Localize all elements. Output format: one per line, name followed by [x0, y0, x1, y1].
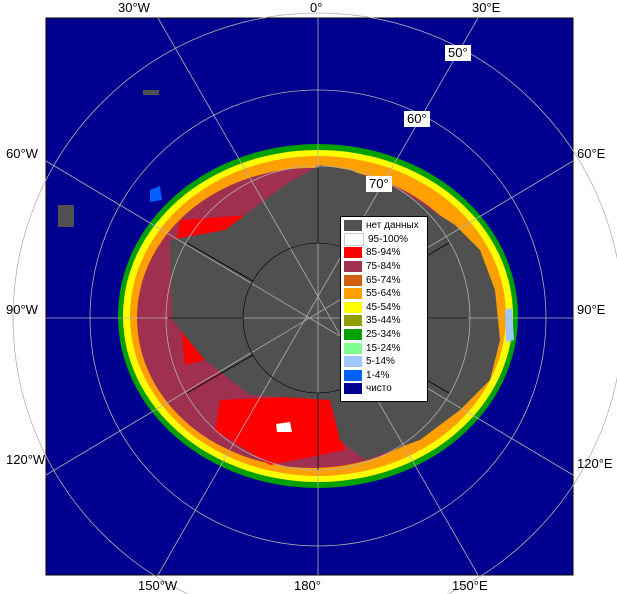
legend-swatch	[344, 369, 362, 381]
lon-label-30e: 30°E	[472, 0, 501, 15]
lon-label-120e: 120°E	[577, 456, 613, 471]
lon-label-150w: 150°W	[138, 578, 178, 593]
legend-item: нет данных	[344, 219, 424, 233]
legend-swatch	[344, 220, 362, 232]
legend-item: чисто	[344, 382, 424, 396]
legend-item: 25-34%	[344, 328, 424, 342]
legend-swatch	[344, 301, 362, 313]
legend-item: 55-64%	[344, 287, 424, 301]
legend: нет данных 95-100% 85-94% 75-84% 65-74% 55-64…	[340, 216, 428, 402]
legend-item: 1-4%	[344, 369, 424, 383]
legend-label: нет данных	[366, 220, 419, 232]
lat-label-70: 70°	[366, 176, 392, 192]
legend-label: 75-84%	[366, 261, 401, 273]
legend-swatch	[344, 232, 364, 246]
lat-label-50: 50°	[445, 45, 471, 61]
legend-swatch	[344, 329, 362, 341]
legend-item: 15-24%	[344, 341, 424, 355]
legend-label: 35-44%	[366, 315, 401, 327]
lon-label-0: 0°	[310, 0, 323, 15]
lon-label-30w: 30°W	[118, 0, 150, 15]
legend-swatch	[344, 342, 362, 354]
legend-swatch	[344, 247, 362, 259]
legend-item: 85-94%	[344, 246, 424, 260]
legend-swatch	[344, 274, 362, 286]
legend-item: 75-84%	[344, 260, 424, 274]
legend-label: 85-94%	[366, 247, 401, 259]
legend-label: 25-34%	[366, 329, 401, 341]
lon-label-60e: 60°E	[577, 146, 606, 161]
legend-item: 35-44%	[344, 314, 424, 328]
lon-label-60w: 60°W	[6, 146, 38, 161]
legend-swatch	[344, 356, 362, 368]
legend-item: 95-100%	[344, 232, 424, 247]
legend-label: 55-64%	[366, 288, 401, 300]
legend-item: 5-14%	[344, 355, 424, 369]
island-fragment	[58, 205, 74, 227]
legend-label: 95-100%	[368, 233, 409, 245]
legend-swatch	[344, 383, 362, 395]
legend-label: 45-54%	[366, 301, 401, 313]
legend-item: 45-54%	[344, 301, 424, 315]
legend-swatch	[344, 315, 362, 327]
legend-label: 65-74%	[366, 274, 401, 286]
lon-label-120w: 120°W	[6, 452, 46, 467]
legend-label: 1-4%	[366, 369, 390, 381]
lon-label-90e: 90°E	[577, 302, 606, 317]
legend-swatch	[344, 288, 362, 300]
lat-label-60: 60°	[404, 111, 430, 127]
legend-item: 65-74%	[344, 273, 424, 287]
legend-label: 5-14%	[366, 356, 395, 368]
legend-swatch	[344, 261, 362, 273]
island-fragment	[143, 90, 159, 95]
legend-label: чисто	[366, 383, 392, 395]
legend-label: 15-24%	[366, 342, 401, 354]
lon-label-180: 180°	[294, 578, 321, 593]
lon-label-150e: 150°E	[452, 578, 488, 593]
lon-label-90w: 90°W	[6, 302, 38, 317]
